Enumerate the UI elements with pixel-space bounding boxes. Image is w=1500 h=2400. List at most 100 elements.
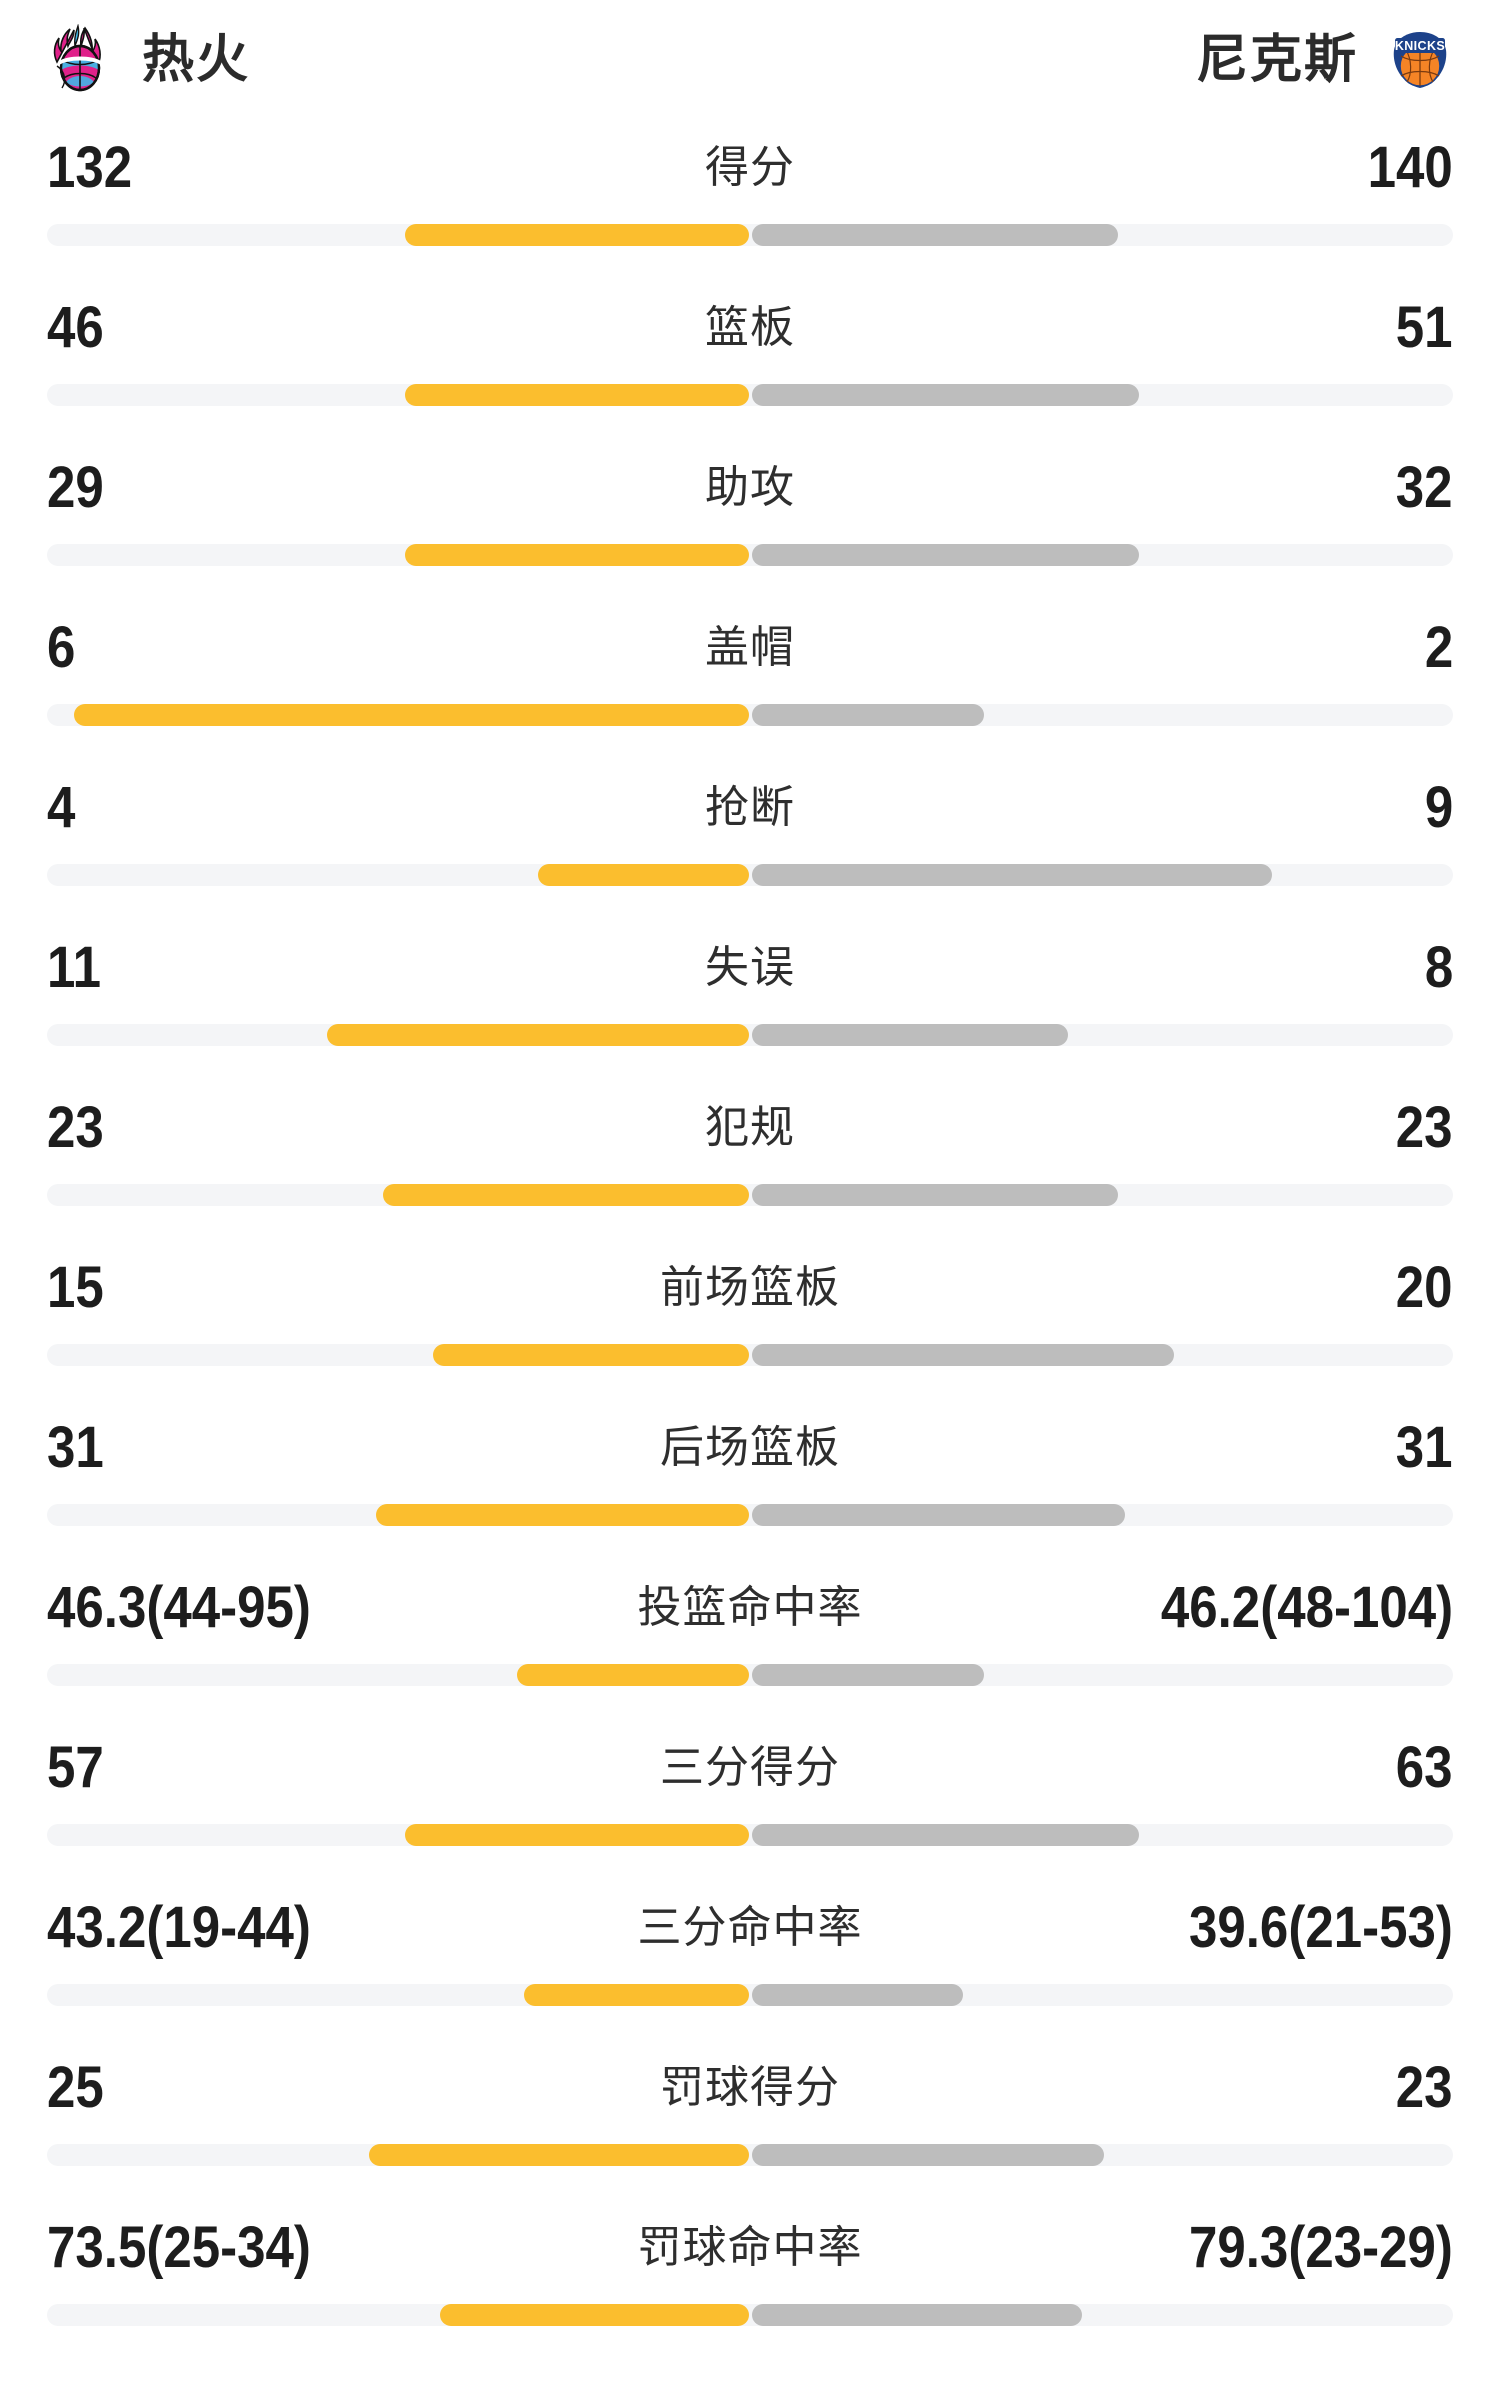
stat-row: 31 后场篮板 31 xyxy=(0,1400,1500,1560)
home-team: 热火 xyxy=(44,24,250,96)
home-bar-fill xyxy=(517,1664,749,1686)
stat-label: 抢断 xyxy=(705,783,795,832)
stat-label: 后场篮板 xyxy=(660,1423,840,1472)
stat-bar-track xyxy=(47,1504,1453,1526)
stat-bar-track xyxy=(47,1184,1453,1206)
stat-label: 罚球得分 xyxy=(660,2063,840,2112)
stat-row: 23 犯规 23 xyxy=(0,1080,1500,1240)
away-stat-value: 2 xyxy=(1424,615,1453,680)
home-bar-fill xyxy=(74,704,749,726)
svg-text:KNICKS: KNICKS xyxy=(1395,39,1445,53)
away-bar-fill xyxy=(752,224,1118,246)
home-bar-fill xyxy=(404,224,749,246)
stat-values: 11 失误 8 xyxy=(47,920,1453,1016)
stat-values: 57 三分得分 63 xyxy=(47,1720,1453,1816)
away-stat-value: 140 xyxy=(1367,135,1453,200)
home-stat-value: 132 xyxy=(47,135,133,200)
stat-row: 46.3(44-95) 投篮命中率 46.2(48-104) xyxy=(0,1560,1500,1720)
stat-values: 15 前场篮板 20 xyxy=(47,1240,1453,1336)
stat-bar-track xyxy=(47,2144,1453,2166)
home-stat-value: 43.2(19-44) xyxy=(47,1895,311,1960)
stat-label: 失误 xyxy=(705,943,795,992)
stat-bar-track xyxy=(47,544,1453,566)
away-bar-fill xyxy=(752,544,1139,566)
stat-bar-track xyxy=(47,864,1453,886)
stats-list: 132 得分 140 46 篮板 51 29 助攻 32 6 盖帽 2 4 抢断 9 11 失误 8 23 犯规 23 1… xyxy=(0,120,1500,2360)
stat-values: 43.2(19-44) 三分命中率 39.6(21-53) xyxy=(47,1880,1453,1976)
away-stat-value: 32 xyxy=(1396,455,1453,520)
home-bar-fill xyxy=(404,384,749,406)
stat-values: 31 后场篮板 31 xyxy=(47,1400,1453,1496)
stat-values: 29 助攻 32 xyxy=(47,440,1453,536)
away-team: 尼克斯 KNICKS xyxy=(1196,24,1456,96)
stat-bar-track xyxy=(47,224,1453,246)
stat-row: 25 罚球得分 23 xyxy=(0,2040,1500,2200)
home-stat-value: 73.5(25-34) xyxy=(47,2215,311,2280)
away-stat-value: 79.3(23-29) xyxy=(1189,2215,1453,2280)
away-stat-value: 39.6(21-53) xyxy=(1189,1895,1453,1960)
away-bar-fill xyxy=(752,864,1273,886)
home-stat-value: 25 xyxy=(47,2055,104,2120)
home-stat-value: 46 xyxy=(47,295,104,360)
stat-bar-track xyxy=(47,2304,1453,2326)
home-bar-fill xyxy=(404,544,749,566)
home-stat-value: 4 xyxy=(47,775,76,840)
stat-values: 132 得分 140 xyxy=(47,120,1453,216)
header: 热火 尼克斯 KNICKS xyxy=(0,0,1500,120)
stat-bar-track xyxy=(47,1824,1453,1846)
home-stat-value: 57 xyxy=(47,1735,104,1800)
home-team-name: 热火 xyxy=(142,31,251,89)
stat-label: 篮板 xyxy=(705,303,795,352)
stat-bar-track xyxy=(47,1024,1453,1046)
stat-label: 三分得分 xyxy=(660,1743,840,1792)
stat-label: 得分 xyxy=(705,143,795,192)
home-bar-fill xyxy=(404,1824,749,1846)
home-stat-value: 23 xyxy=(47,1095,104,1160)
away-stat-value: 51 xyxy=(1396,295,1453,360)
stat-label: 犯规 xyxy=(705,1103,795,1152)
away-stat-value: 46.2(48-104) xyxy=(1160,1575,1453,1640)
stat-values: 73.5(25-34) 罚球命中率 79.3(23-29) xyxy=(47,2200,1453,2296)
away-bar-fill xyxy=(752,704,984,726)
away-stat-value: 63 xyxy=(1396,1735,1453,1800)
stat-label: 助攻 xyxy=(705,463,795,512)
home-bar-fill xyxy=(369,2144,749,2166)
away-bar-fill xyxy=(752,1824,1139,1846)
knicks-logo-icon: KNICKS xyxy=(1384,24,1456,96)
stat-values: 46 篮板 51 xyxy=(47,280,1453,376)
heat-logo-icon xyxy=(44,24,116,96)
home-bar-fill xyxy=(376,1504,749,1526)
stat-values: 25 罚球得分 23 xyxy=(47,2040,1453,2136)
stat-values: 6 盖帽 2 xyxy=(47,600,1453,696)
stat-row: 29 助攻 32 xyxy=(0,440,1500,600)
stat-label: 前场篮板 xyxy=(660,1263,840,1312)
home-bar-fill xyxy=(432,1344,749,1366)
away-bar-fill xyxy=(752,2304,1083,2326)
home-stat-value: 15 xyxy=(47,1255,104,1320)
away-stat-value: 9 xyxy=(1424,775,1453,840)
away-stat-value: 23 xyxy=(1396,2055,1453,2120)
stat-values: 23 犯规 23 xyxy=(47,1080,1453,1176)
home-stat-value: 46.3(44-95) xyxy=(47,1575,311,1640)
away-bar-fill xyxy=(752,1664,984,1686)
stat-row: 4 抢断 9 xyxy=(0,760,1500,920)
stat-row: 132 得分 140 xyxy=(0,120,1500,280)
home-bar-fill xyxy=(327,1024,749,1046)
stat-bar-track xyxy=(47,704,1453,726)
home-bar-fill xyxy=(439,2304,749,2326)
away-bar-fill xyxy=(752,1344,1174,1366)
home-bar-fill xyxy=(524,1984,749,2006)
stat-label: 盖帽 xyxy=(705,623,795,672)
away-stat-value: 31 xyxy=(1396,1415,1453,1480)
stat-row: 46 篮板 51 xyxy=(0,280,1500,440)
home-bar-fill xyxy=(383,1184,749,1206)
stat-row: 73.5(25-34) 罚球命中率 79.3(23-29) xyxy=(0,2200,1500,2360)
away-bar-fill xyxy=(752,2144,1104,2166)
stat-row: 57 三分得分 63 xyxy=(0,1720,1500,1880)
stat-row: 6 盖帽 2 xyxy=(0,600,1500,760)
stat-bar-track xyxy=(47,1984,1453,2006)
home-stat-value: 29 xyxy=(47,455,104,520)
stat-values: 46.3(44-95) 投篮命中率 46.2(48-104) xyxy=(47,1560,1453,1656)
stat-row: 15 前场篮板 20 xyxy=(0,1240,1500,1400)
